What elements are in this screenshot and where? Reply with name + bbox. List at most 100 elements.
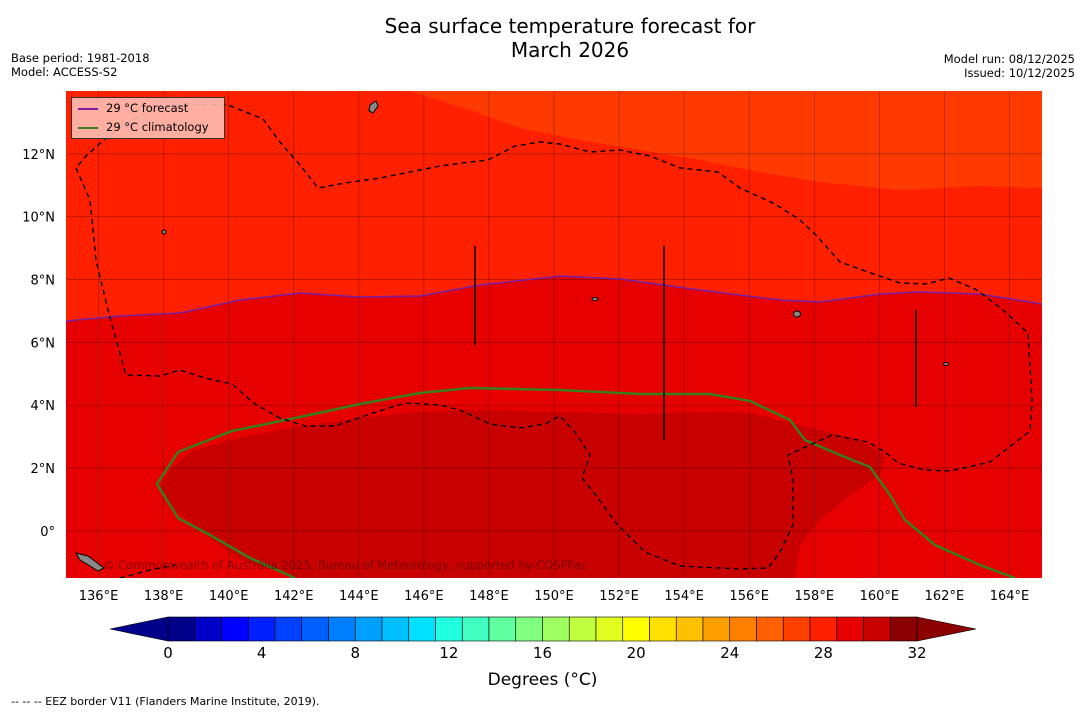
colorbar-swatch <box>595 616 624 642</box>
colorbar-swatch <box>568 616 597 642</box>
longitude-label: 142°E <box>274 589 314 604</box>
longitude-label: 144°E <box>339 589 379 604</box>
colorbar-swatch <box>194 616 222 642</box>
latitude-label: 2°N <box>31 462 56 477</box>
longitude-label: 150°E <box>534 589 574 604</box>
colorbar-tick-label: 4 <box>257 644 267 662</box>
island-new-guinea-tip <box>74 552 105 572</box>
colorbar-low-extension <box>109 616 169 642</box>
eez-border-png <box>119 564 176 578</box>
colorbar-title: Degrees (°C) <box>487 670 598 690</box>
longitude-label: 152°E <box>599 589 639 604</box>
legend-climatology-label: 29 °C climatology <box>106 120 209 134</box>
colorbar-swatch <box>247 616 276 642</box>
islands <box>74 100 949 572</box>
colorbar-tick-label: 0 <box>163 644 173 662</box>
island-small-1 <box>161 229 167 235</box>
graticule <box>66 91 1042 578</box>
longitude-label: 148°E <box>469 589 509 604</box>
legend-climatology-swatch <box>78 126 98 129</box>
latitude-label: 10°N <box>22 211 55 226</box>
colorbar <box>109 616 977 642</box>
model-name: Model: ACCESS-S2 <box>11 65 118 79</box>
meta-right: Model run: 08/12/2025 Issued: 10/12/2025 <box>944 52 1075 80</box>
title-line-1: Sea surface temperature forecast for <box>384 14 756 38</box>
colorbar-swatch <box>435 616 463 642</box>
island-pohnpei <box>793 310 801 318</box>
latitude-labels: 12°N 10°N 8°N 6°N 4°N 2°N 0° <box>22 148 55 540</box>
latitude-label: 0° <box>40 525 55 540</box>
colorbar-swatch <box>488 616 517 642</box>
colorbar-swatch <box>702 616 731 642</box>
longitude-label: 164°E <box>990 589 1030 604</box>
sst-30-31-region <box>160 410 885 578</box>
longitude-label: 140°E <box>209 589 249 604</box>
colorbar-swatch <box>622 616 650 642</box>
latitude-label: 4°N <box>31 399 56 414</box>
colorbar-swatch <box>836 616 864 642</box>
colorbar-swatch <box>809 616 838 642</box>
eez-border-palau-fsm <box>75 103 1033 570</box>
climatology-29c-isotherm <box>155 386 1016 578</box>
colorbar-swatch <box>221 616 249 642</box>
colorbar-swatch <box>461 616 490 642</box>
island-guam <box>368 100 379 114</box>
credit-text: © Commonwealth of Australia 2025, Bureau… <box>103 558 588 572</box>
colorbar-tick-label: 20 <box>627 644 646 662</box>
longitude-label: 158°E <box>795 589 835 604</box>
colorbar-swatch <box>675 616 704 642</box>
colorbar-swatch <box>274 616 303 642</box>
map-title: Sea surface temperature forecast for Mar… <box>0 14 1085 62</box>
longitude-label: 146°E <box>404 589 444 604</box>
colorbar-tick-label: 12 <box>439 644 458 662</box>
colorbar-swatch <box>301 616 329 642</box>
colorbar-swatch <box>729 616 757 642</box>
colorbar-tick-label: 28 <box>814 644 833 662</box>
colorbar-tick-labels: 0 4 8 12 16 20 24 28 32 <box>163 644 926 662</box>
longitude-label: 154°E <box>664 589 704 604</box>
colorbar-swatch <box>649 616 677 642</box>
latitude-label: 8°N <box>31 274 56 289</box>
colorbar-swatch <box>381 616 410 642</box>
colorbar-swatch <box>782 616 811 642</box>
tick-marks <box>474 246 917 440</box>
colorbar-swatch <box>756 616 784 642</box>
colorbar-tick-label: 8 <box>350 644 360 662</box>
island-small-2 <box>591 297 599 301</box>
colorbar-swatch <box>328 616 356 642</box>
base-period: Base period: 1981-2018 <box>11 51 150 65</box>
forecast-29c-isotherm <box>66 275 1042 322</box>
colorbar-tick-label: 16 <box>533 644 552 662</box>
longitude-label: 160°E <box>860 589 900 604</box>
colorbar-swatch <box>542 616 570 642</box>
legend-forecast-swatch <box>78 107 98 110</box>
colorbar-high-extension <box>916 616 977 642</box>
colorbar-swatch <box>408 616 436 642</box>
colorbar-swatch <box>167 616 196 642</box>
title-line-2: March 2026 <box>510 38 630 62</box>
colorbar-swatch <box>354 616 383 642</box>
eez-borders <box>75 103 1033 578</box>
colorbar-swatch <box>863 616 891 642</box>
sst-27-28-region <box>410 91 1042 190</box>
longitude-label: 162°E <box>925 589 965 604</box>
colorbar-swatch <box>889 616 918 642</box>
longitude-label: 136°E <box>79 589 119 604</box>
legend-forecast-label: 29 °C forecast <box>106 101 189 115</box>
model-run: Model run: 08/12/2025 <box>943 52 1075 66</box>
longitude-label: 138°E <box>144 589 184 604</box>
map-legend: 29 °C forecast 29 °C climatology <box>71 97 225 139</box>
colorbar-tick-label: 24 <box>720 644 739 662</box>
colorbar-swatch <box>515 616 543 642</box>
map-area <box>66 91 1042 578</box>
legend-forecast: 29 °C forecast <box>78 100 188 116</box>
legend-climatology: 29 °C climatology <box>78 119 209 135</box>
longitude-label: 156°E <box>729 589 769 604</box>
colorbar-tick-label: 32 <box>907 644 926 662</box>
meta-left: Base period: 1981-2018 Model: ACCESS-S2 <box>11 51 150 79</box>
longitude-labels: 136°E 138°E 140°E 142°E 144°E 146°E 148°E 150°E… <box>79 589 1029 604</box>
issued-date: Issued: 10/12/2025 <box>964 66 1075 80</box>
latitude-label: 6°N <box>31 336 56 351</box>
eez-footnote: -- -- -- EEZ border V11 (Flanders Marine… <box>11 695 320 708</box>
